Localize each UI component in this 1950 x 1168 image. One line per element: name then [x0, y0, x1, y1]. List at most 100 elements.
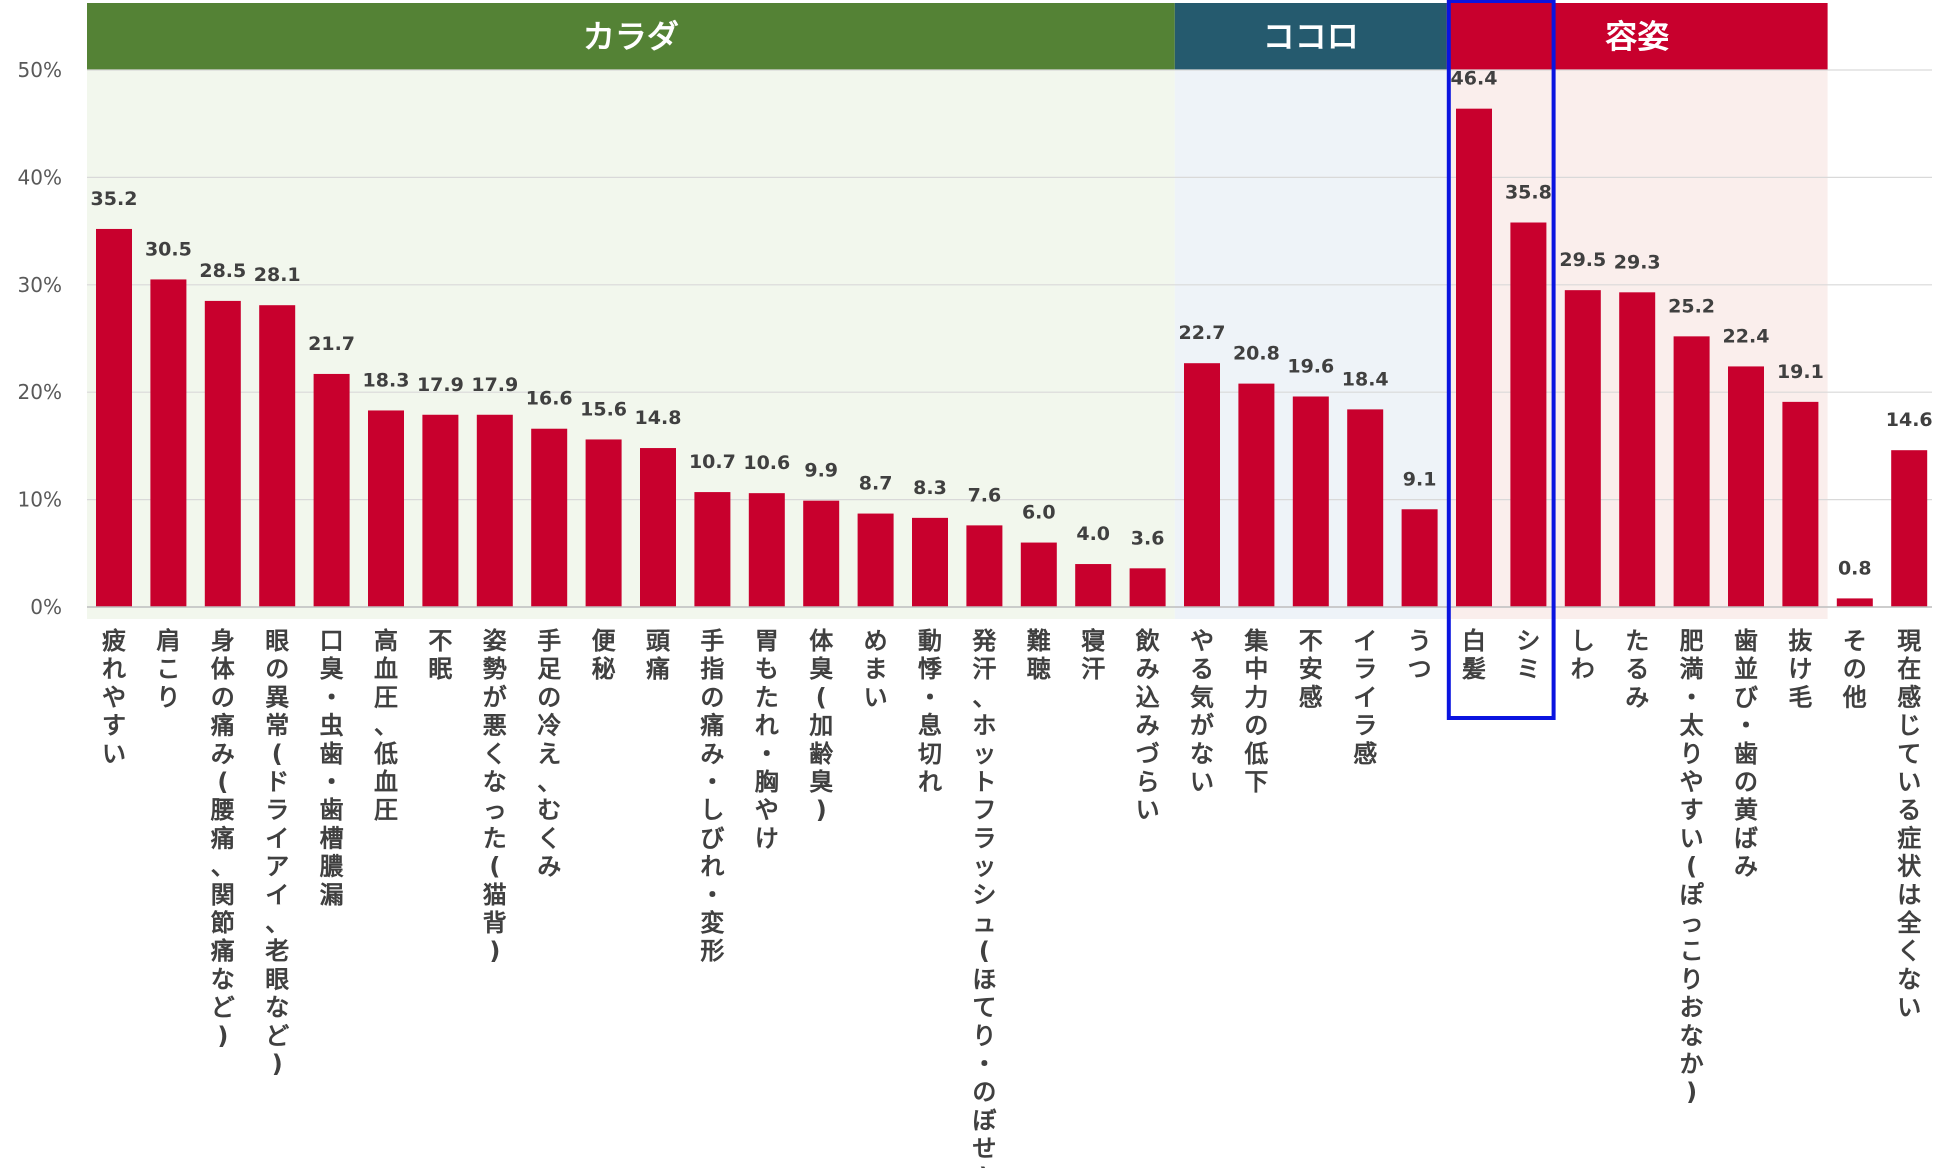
- bar: [585, 439, 622, 607]
- category-label: 高血圧、低血圧: [373, 627, 398, 824]
- bar: [1020, 542, 1057, 607]
- data-label: 30.5: [145, 238, 192, 260]
- bar: [422, 414, 459, 607]
- bar: [694, 492, 731, 607]
- category-label: 手足の冷え、むくみ: [537, 627, 561, 881]
- category-label: 白髪: [1461, 627, 1486, 683]
- data-label: 17.9: [417, 374, 464, 396]
- data-label: 19.1: [1777, 361, 1824, 383]
- group-title-1: ココロ: [1263, 18, 1359, 56]
- data-label: 29.3: [1614, 251, 1661, 273]
- category-label: 歯並び・歯の黄ばみ: [1734, 627, 1758, 881]
- data-label: 10.6: [743, 452, 790, 474]
- data-label: 3.6: [1131, 527, 1165, 549]
- data-label: 28.5: [199, 260, 246, 282]
- group-title-2: 容姿: [1605, 18, 1669, 56]
- data-label: 9.1: [1403, 468, 1437, 490]
- category-label: その他: [1842, 627, 1867, 711]
- category-label: 動悸・息切れ: [918, 627, 943, 796]
- bar: [1075, 564, 1112, 607]
- data-label: 0.8: [1838, 557, 1872, 579]
- bar: [259, 305, 296, 607]
- group-header-0: [87, 3, 1175, 70]
- bar: [1564, 290, 1601, 607]
- category-label: イライラ感: [1353, 627, 1377, 768]
- data-label: 8.7: [859, 473, 893, 495]
- category-label: 姿勢が悪くなった(猫背): [483, 627, 507, 965]
- category-label: 頭痛: [646, 627, 671, 683]
- category-label: うつ: [1408, 627, 1432, 683]
- bar: [204, 300, 241, 607]
- bar: [748, 493, 785, 607]
- category-label: 不安感: [1299, 627, 1323, 711]
- data-label: 19.6: [1287, 355, 1334, 377]
- category-label: たるみ: [1625, 627, 1649, 711]
- bar: [912, 517, 948, 607]
- data-label: 9.9: [804, 460, 838, 482]
- group-title-0: カラダ: [583, 18, 679, 56]
- data-label: 7.6: [968, 484, 1002, 506]
- y-tick-label: 30%: [18, 273, 62, 297]
- bar: [640, 448, 676, 607]
- data-label: 8.3: [913, 477, 947, 499]
- bar: [857, 513, 894, 607]
- bar: [368, 410, 404, 607]
- bar: [1129, 568, 1166, 607]
- category-label: 身体の痛み(腰痛、関節痛など): [210, 627, 236, 1050]
- bar: [1673, 336, 1710, 607]
- data-label: 28.1: [254, 264, 301, 286]
- highlight-box: [1446, 0, 1556, 720]
- data-label: 16.6: [526, 388, 573, 410]
- data-label: 6.0: [1022, 502, 1056, 524]
- category-label: しわ: [1571, 627, 1595, 683]
- category-label: 発汗、ホットフラッシュ(ほてり・のぼせ): [971, 627, 997, 1168]
- data-label: 21.7: [308, 333, 355, 355]
- data-label: 18.4: [1342, 368, 1389, 390]
- y-tick-label: 20%: [18, 380, 62, 404]
- category-label: 現在感じている症状は全くない: [1896, 627, 1922, 1022]
- category-label: やる気がない: [1190, 627, 1214, 796]
- data-label: 10.7: [689, 451, 736, 473]
- category-label: 難聴: [1027, 627, 1051, 683]
- y-tick-label: 50%: [18, 58, 62, 82]
- bar: [1456, 108, 1492, 607]
- bar: [313, 373, 350, 607]
- group-header-2: [1446, 3, 1828, 70]
- category-label: 便秘: [592, 627, 617, 683]
- bar: [1292, 396, 1329, 607]
- bar: [1347, 409, 1384, 607]
- y-tick-label: 0%: [30, 595, 62, 619]
- category-label: 集中力の低下: [1243, 627, 1269, 796]
- bar: [966, 525, 1003, 607]
- category-label: 肩こり: [156, 627, 180, 711]
- category-label: 飲み込みづらい: [1135, 627, 1161, 824]
- data-label: 14.6: [1886, 409, 1933, 431]
- y-tick-label: 10%: [18, 488, 62, 512]
- bar: [96, 228, 132, 607]
- bar: [1510, 222, 1547, 607]
- bar: [150, 279, 187, 607]
- category-label: 寝汗: [1081, 627, 1105, 683]
- bar: [1836, 598, 1873, 607]
- bar: [1238, 383, 1275, 607]
- bar: [1728, 366, 1764, 607]
- category-label: 口臭・虫歯・歯槽膿漏: [320, 627, 345, 909]
- category-label: シミ: [1516, 627, 1540, 683]
- data-label: 46.4: [1451, 68, 1498, 90]
- category-label: めまい: [864, 627, 888, 711]
- bar: [1401, 509, 1438, 607]
- data-label: 20.8: [1233, 343, 1280, 365]
- bar: [1619, 292, 1656, 607]
- category-label: 眼の異常(ドライアイ、老眼など): [265, 627, 289, 1078]
- category-label: 疲れやすい: [102, 627, 126, 768]
- category-label: 胃もたれ・胸やけ: [755, 627, 779, 852]
- category-label: 体臭(加齢臭): [809, 627, 834, 824]
- data-label: 22.7: [1179, 322, 1226, 344]
- y-tick-label: 40%: [18, 165, 62, 189]
- bar: [476, 414, 513, 607]
- bar: [1782, 401, 1819, 607]
- category-label: 手指の痛み・しびれ・変形: [700, 627, 724, 965]
- data-label: 4.0: [1076, 523, 1110, 545]
- data-label: 14.8: [635, 407, 682, 429]
